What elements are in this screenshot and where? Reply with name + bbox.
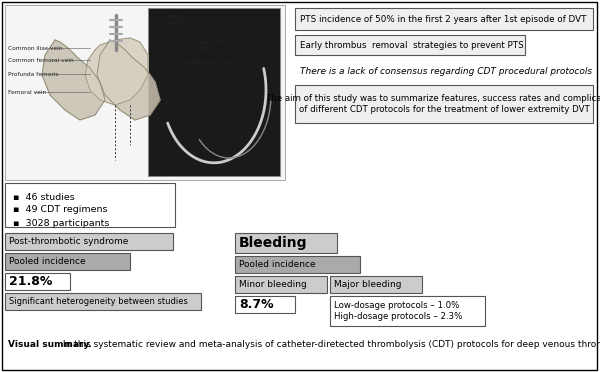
FancyBboxPatch shape <box>5 5 285 180</box>
FancyBboxPatch shape <box>235 256 360 273</box>
Text: Major bleeding: Major bleeding <box>334 280 401 289</box>
Text: The aim of this study was to summarize features, success rates and complications: The aim of this study was to summarize f… <box>266 94 600 114</box>
Text: Profunda femoris: Profunda femoris <box>8 71 59 77</box>
Text: 21.8%: 21.8% <box>9 275 52 288</box>
Text: External iliac vein: External iliac vein <box>185 60 234 65</box>
FancyBboxPatch shape <box>295 35 525 55</box>
FancyBboxPatch shape <box>330 276 422 293</box>
FancyBboxPatch shape <box>5 273 70 290</box>
Text: Femoral vein: Femoral vein <box>8 90 46 94</box>
Polygon shape <box>97 40 160 120</box>
Text: Common iliac vein: Common iliac vein <box>8 45 62 51</box>
Text: ▪  3028 participants: ▪ 3028 participants <box>13 218 109 228</box>
FancyBboxPatch shape <box>5 183 175 227</box>
Text: Internal iliac
vein: Internal iliac vein <box>198 40 232 51</box>
FancyBboxPatch shape <box>295 85 593 123</box>
FancyBboxPatch shape <box>5 253 130 270</box>
Text: ▪  46 studies: ▪ 46 studies <box>13 192 75 202</box>
Text: ▪  49 CDT regimens: ▪ 49 CDT regimens <box>13 205 107 215</box>
Text: Pooled incidence: Pooled incidence <box>239 260 316 269</box>
Text: In this systematic review and meta-analysis of catheter-diretected thrombolysis : In this systematic review and meta-analy… <box>60 340 600 349</box>
Text: Visual summary.: Visual summary. <box>8 340 92 349</box>
Text: Pooled incidence: Pooled incidence <box>9 257 86 266</box>
Polygon shape <box>42 40 105 120</box>
FancyBboxPatch shape <box>235 276 327 293</box>
Text: Post-thrombotic syndrome: Post-thrombotic syndrome <box>9 237 128 246</box>
Text: Significant heterogeneity between studies: Significant heterogeneity between studie… <box>9 297 188 306</box>
FancyBboxPatch shape <box>295 8 593 30</box>
FancyBboxPatch shape <box>5 233 173 250</box>
FancyBboxPatch shape <box>235 233 337 253</box>
Text: Early thrombus  removal  strategies to prevent PTS: Early thrombus removal strategies to pre… <box>300 41 524 49</box>
Text: Low-dosage protocols – 1.0%
High-dosage protocols – 2.3%: Low-dosage protocols – 1.0% High-dosage … <box>334 301 463 321</box>
FancyBboxPatch shape <box>5 293 201 310</box>
Text: PTS incidence of 50% in the first 2 years after 1st episode of DVT: PTS incidence of 50% in the first 2 year… <box>300 15 587 23</box>
FancyBboxPatch shape <box>330 296 485 326</box>
FancyBboxPatch shape <box>148 8 280 176</box>
Text: Common femoral vein: Common femoral vein <box>8 58 74 62</box>
Polygon shape <box>85 38 148 105</box>
Text: There is a lack of consensus regarding CDT procedural protocols: There is a lack of consensus regarding C… <box>300 67 592 77</box>
Text: Bleeding: Bleeding <box>239 236 308 250</box>
Text: Minor bleeding: Minor bleeding <box>239 280 307 289</box>
FancyBboxPatch shape <box>235 296 295 313</box>
Text: 8.7%: 8.7% <box>239 298 274 311</box>
Text: Inferior
vena cava: Inferior vena cava <box>168 15 197 26</box>
